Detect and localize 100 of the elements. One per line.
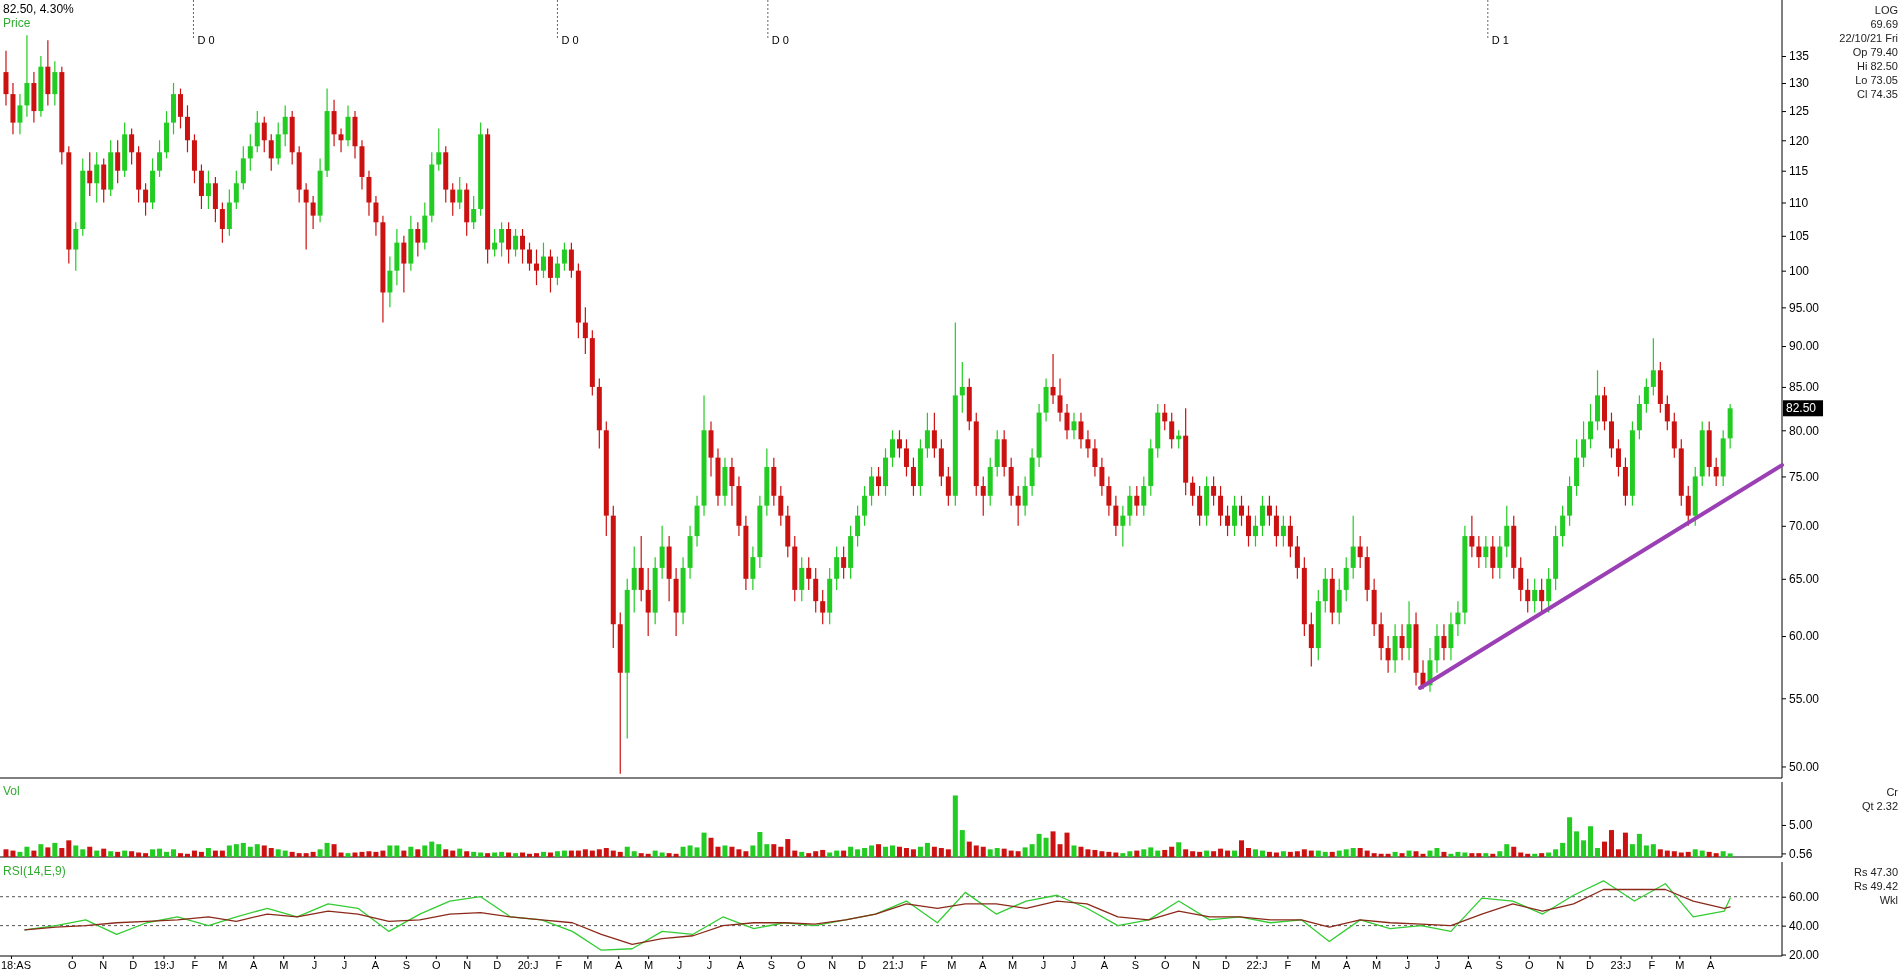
candlestick <box>471 195 477 230</box>
x-tick-label: M <box>1311 958 1321 970</box>
bar <box>1483 853 1489 857</box>
ref-line-label: D 0 <box>771 34 789 46</box>
candlestick <box>1308 612 1314 668</box>
y-tick-label: 135 <box>1789 49 1810 64</box>
bar <box>1664 850 1670 857</box>
bar <box>736 849 742 857</box>
x-tick-label: 21:J <box>882 958 904 970</box>
bar <box>652 850 658 857</box>
candlestick <box>129 127 135 166</box>
text: Hi 82.50 <box>1857 60 1898 72</box>
candlestick <box>1078 412 1084 449</box>
bar <box>499 851 505 857</box>
bar <box>638 853 644 857</box>
bar <box>457 848 463 857</box>
candlestick <box>303 182 309 251</box>
bar <box>198 851 204 857</box>
x-tick-label: A <box>979 958 988 970</box>
bar <box>1727 853 1733 857</box>
bar <box>1036 833 1042 857</box>
x-tick-label: M <box>1372 958 1382 970</box>
y-tick-label: 95.00 <box>1789 300 1820 315</box>
bar <box>1232 850 1238 857</box>
candlestick <box>1525 578 1531 614</box>
candlestick <box>513 228 519 258</box>
bar <box>1085 849 1091 857</box>
bar <box>422 845 428 857</box>
candlestick <box>1169 412 1175 449</box>
candlestick <box>254 110 260 153</box>
bar <box>1567 817 1573 857</box>
bar <box>666 853 672 857</box>
bar <box>673 853 679 857</box>
candlestick <box>1057 377 1063 422</box>
bar <box>610 850 616 857</box>
candlestick <box>310 195 316 230</box>
candlestick <box>1197 485 1203 527</box>
bar <box>24 846 30 857</box>
bar <box>764 844 770 857</box>
candlestick <box>1246 505 1251 548</box>
y-tick-label: 50.00 <box>1789 759 1820 774</box>
bar <box>540 851 546 857</box>
bar <box>1015 851 1021 857</box>
y-tick-label: 110 <box>1789 195 1809 210</box>
candlestick <box>540 242 546 279</box>
bar <box>31 850 37 857</box>
text: Cr <box>1886 786 1899 798</box>
bar <box>924 842 930 857</box>
x-tick-label: F <box>191 958 199 970</box>
bar <box>164 851 170 857</box>
x-tick-label: N <box>99 958 108 970</box>
candlestick <box>1448 612 1454 661</box>
bar <box>722 845 728 857</box>
bar <box>1392 851 1398 857</box>
bar <box>1141 849 1147 857</box>
candlestick <box>457 176 463 210</box>
bar <box>345 853 351 857</box>
candlestick <box>499 221 505 258</box>
bar <box>387 845 393 857</box>
bar <box>603 848 609 857</box>
chart-title: RSI(14,E,9) <box>3 864 66 878</box>
candlestick <box>750 545 756 591</box>
candlestick <box>52 60 58 106</box>
candlestick <box>219 201 225 244</box>
bar <box>701 832 707 857</box>
bar <box>1315 850 1321 857</box>
bar <box>1008 850 1014 857</box>
bar <box>1252 849 1258 857</box>
bar <box>247 846 253 857</box>
bar <box>1581 840 1587 857</box>
bar <box>1518 852 1524 857</box>
bar <box>1595 848 1601 857</box>
candlestick <box>554 255 560 286</box>
bar <box>1057 844 1063 857</box>
bar <box>903 848 909 857</box>
x-tick-label: A <box>736 958 745 970</box>
bar <box>1441 851 1447 857</box>
bar <box>1608 830 1614 857</box>
bar <box>226 845 232 857</box>
x-tick-label: A <box>371 958 380 970</box>
ref-line-label: D 1 <box>1491 34 1509 46</box>
bar <box>254 844 260 857</box>
y-tick-label: 85.00 <box>1789 380 1820 395</box>
bar <box>1266 851 1272 857</box>
bar <box>401 850 407 857</box>
candlestick <box>645 567 651 637</box>
candlestick <box>806 556 812 591</box>
candlestick <box>506 221 512 265</box>
text: Price <box>3 16 31 30</box>
bar <box>157 848 163 857</box>
bar <box>184 853 190 857</box>
bar <box>959 830 965 857</box>
bar <box>177 853 183 857</box>
candlestick <box>841 545 847 580</box>
x-tick-label: D <box>129 958 138 970</box>
bar <box>1622 832 1628 857</box>
candlestick <box>582 306 588 355</box>
bar <box>1434 848 1440 857</box>
candlestick <box>143 182 149 217</box>
y-tick-label: 75.00 <box>1789 469 1820 484</box>
